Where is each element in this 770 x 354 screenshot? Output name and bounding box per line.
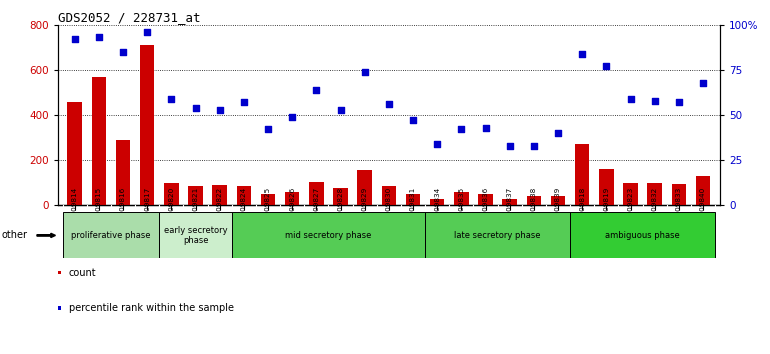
- Bar: [527, 196, 541, 205]
- Point: [238, 99, 250, 105]
- Point: [552, 130, 564, 136]
- Text: GSM109824: GSM109824: [241, 187, 247, 231]
- Bar: [164, 183, 179, 205]
- Point: [92, 35, 105, 40]
- Text: GSM109839: GSM109839: [555, 187, 561, 231]
- Text: GSM109814: GSM109814: [72, 187, 78, 231]
- Point: [334, 107, 346, 113]
- Text: late secretory phase: late secretory phase: [454, 231, 541, 240]
- Text: GSM109820: GSM109820: [169, 187, 174, 231]
- Bar: [309, 182, 323, 205]
- Bar: [357, 170, 372, 205]
- Text: GSM109819: GSM109819: [604, 187, 609, 231]
- Bar: [430, 199, 444, 205]
- Text: GSM109837: GSM109837: [507, 187, 513, 231]
- Bar: [575, 144, 590, 205]
- Bar: [232, 212, 425, 258]
- Point: [600, 63, 612, 69]
- Text: GSM109832: GSM109832: [651, 187, 658, 231]
- Bar: [454, 192, 469, 205]
- Point: [310, 87, 323, 93]
- Bar: [696, 176, 710, 205]
- Text: GSM109818: GSM109818: [579, 187, 585, 231]
- Bar: [140, 45, 155, 205]
- Point: [455, 127, 467, 132]
- Point: [576, 51, 588, 57]
- Text: mid secretory phase: mid secretory phase: [285, 231, 372, 240]
- Bar: [92, 77, 106, 205]
- Text: GSM109826: GSM109826: [290, 187, 295, 231]
- Bar: [188, 186, 203, 205]
- Point: [262, 127, 274, 132]
- Bar: [116, 140, 130, 205]
- Text: GDS2052 / 228731_at: GDS2052 / 228731_at: [58, 11, 200, 24]
- Point: [697, 80, 709, 85]
- Point: [69, 36, 81, 42]
- Text: GSM109830: GSM109830: [386, 187, 392, 231]
- Bar: [285, 192, 300, 205]
- Point: [383, 101, 395, 107]
- Point: [117, 49, 129, 55]
- Text: GSM109825: GSM109825: [265, 187, 271, 231]
- Text: percentile rank within the sample: percentile rank within the sample: [69, 303, 234, 313]
- Bar: [68, 102, 82, 205]
- Point: [213, 107, 226, 113]
- Point: [648, 98, 661, 103]
- Text: ambiguous phase: ambiguous phase: [605, 231, 680, 240]
- Bar: [570, 212, 715, 258]
- Bar: [62, 212, 159, 258]
- Bar: [623, 183, 638, 205]
- Text: GSM109835: GSM109835: [458, 187, 464, 231]
- Bar: [261, 194, 275, 205]
- Text: GSM109836: GSM109836: [483, 187, 488, 231]
- Text: GSM109827: GSM109827: [313, 187, 320, 231]
- Point: [673, 99, 685, 105]
- Point: [407, 118, 419, 123]
- Bar: [503, 199, 517, 205]
- Text: GSM109840: GSM109840: [700, 187, 706, 231]
- Text: GSM109828: GSM109828: [337, 187, 343, 231]
- Point: [166, 96, 178, 102]
- Bar: [478, 194, 493, 205]
- Bar: [333, 188, 348, 205]
- Text: GSM109815: GSM109815: [95, 187, 102, 231]
- Bar: [382, 186, 396, 205]
- Text: GSM109834: GSM109834: [434, 187, 440, 231]
- Text: proliferative phase: proliferative phase: [71, 231, 151, 240]
- Bar: [236, 186, 251, 205]
- Text: GSM109833: GSM109833: [676, 187, 682, 231]
- Point: [141, 29, 153, 35]
- Bar: [551, 196, 565, 205]
- Text: GSM109838: GSM109838: [531, 187, 537, 231]
- Text: GSM109821: GSM109821: [192, 187, 199, 231]
- Bar: [599, 169, 614, 205]
- Text: other: other: [2, 230, 28, 240]
- Text: early secretory
phase: early secretory phase: [164, 226, 227, 245]
- Point: [504, 143, 516, 149]
- Text: GSM109822: GSM109822: [216, 187, 223, 231]
- Bar: [406, 194, 420, 205]
- Point: [527, 143, 540, 149]
- Text: GSM109831: GSM109831: [410, 187, 416, 231]
- Point: [359, 69, 371, 75]
- Point: [286, 114, 298, 120]
- Bar: [671, 184, 686, 205]
- Text: GSM109816: GSM109816: [120, 187, 126, 231]
- Point: [431, 141, 444, 147]
- Bar: [159, 212, 232, 258]
- Text: count: count: [69, 268, 96, 278]
- Point: [189, 105, 202, 111]
- Bar: [425, 212, 570, 258]
- Point: [624, 96, 637, 102]
- Text: GSM109823: GSM109823: [628, 187, 634, 231]
- Text: GSM109829: GSM109829: [362, 187, 368, 231]
- Text: GSM109817: GSM109817: [144, 187, 150, 231]
- Point: [480, 125, 492, 131]
- Bar: [213, 185, 227, 205]
- Bar: [648, 183, 662, 205]
